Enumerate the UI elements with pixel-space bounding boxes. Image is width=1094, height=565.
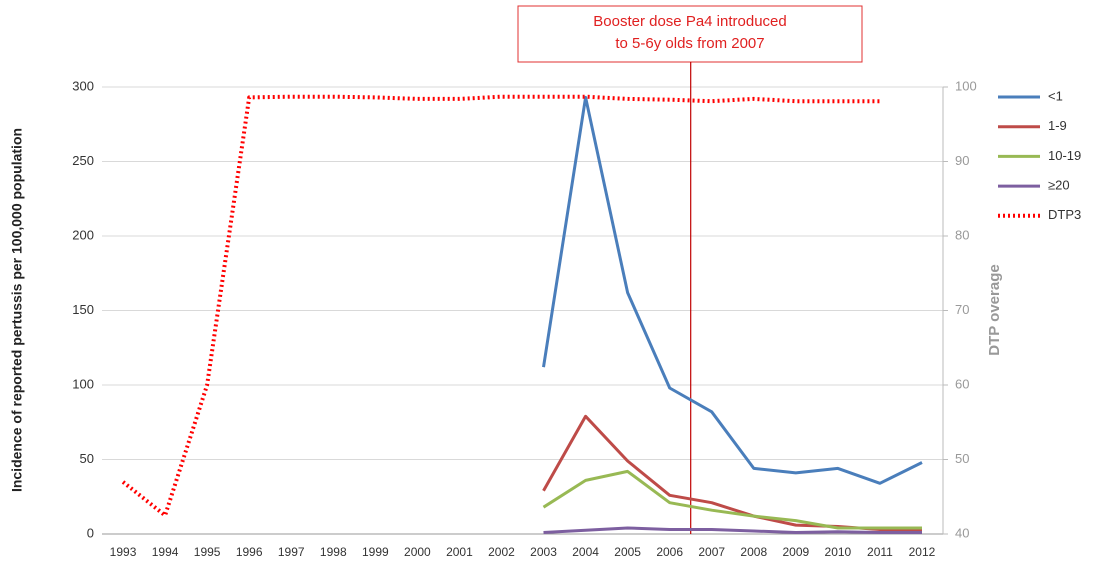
x-tick-label: 1996 <box>236 545 263 559</box>
x-tick-label: 1999 <box>362 545 389 559</box>
y2-tick-label: 80 <box>955 227 969 242</box>
y-tick-label: 50 <box>80 451 94 466</box>
y2-tick-label: 70 <box>955 302 969 317</box>
x-tick-label: 2002 <box>488 545 515 559</box>
x-tick-label: 1994 <box>152 545 179 559</box>
x-tick-label: 2008 <box>740 545 767 559</box>
annotation: Booster dose Pa4 introduced <box>593 13 786 30</box>
annotation: to 5-6y olds from 2007 <box>615 35 764 52</box>
y-tick-label: 200 <box>72 227 94 242</box>
y-tick-label: 250 <box>72 153 94 168</box>
legend-label: DTP3 <box>1048 207 1081 222</box>
x-tick-label: 2001 <box>446 545 473 559</box>
x-tick-label: 1993 <box>110 545 137 559</box>
y-tick-label: 300 <box>72 78 94 93</box>
legend-label: ≥20 <box>1048 178 1070 193</box>
x-tick-label: 2012 <box>909 545 936 559</box>
x-tick-label: 2011 <box>867 545 893 559</box>
x-tick-label: 2003 <box>530 545 557 559</box>
x-tick-label: 1998 <box>320 545 347 559</box>
y-tick-label: 150 <box>72 302 94 317</box>
x-tick-label: 1997 <box>278 545 305 559</box>
y2-tick-label: 90 <box>955 153 969 168</box>
grid <box>102 86 943 535</box>
series-line <box>121 94 880 518</box>
legend-label: 10-19 <box>1048 148 1081 163</box>
y-tick-label: 0 <box>87 525 94 540</box>
x-tick-label: 1995 <box>194 545 221 559</box>
annotation-box <box>517 5 863 63</box>
x-tick-label: 2000 <box>404 545 431 559</box>
x-tick-label: 2007 <box>698 545 725 559</box>
x-tick-label: 2010 <box>825 545 852 559</box>
x-tick-label: 2009 <box>782 545 809 559</box>
y-axis-label: Incidence of reported pertussis per 100,… <box>9 128 25 492</box>
x-tick-label: 2004 <box>572 545 599 559</box>
series-line <box>542 469 922 530</box>
y2-tick-label: 60 <box>955 376 969 391</box>
y2-tick-label: 50 <box>955 451 969 466</box>
series-line <box>542 95 923 485</box>
y2-tick-label: 40 <box>955 525 969 540</box>
y2-tick-label: 100 <box>955 78 977 93</box>
y-tick-label: 100 <box>72 376 94 391</box>
legend-label: 1-9 <box>1048 118 1067 133</box>
series-line <box>543 526 922 534</box>
x-tick-label: 2006 <box>656 545 683 559</box>
x-tick-label: 2005 <box>614 545 641 559</box>
y2-axis-label: DTP overage <box>986 264 1003 355</box>
legend-label: <1 <box>1048 88 1063 103</box>
